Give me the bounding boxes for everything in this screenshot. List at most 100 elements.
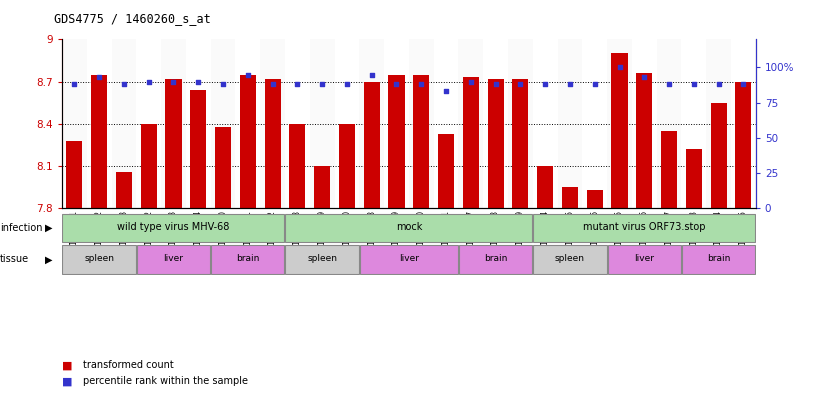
Point (712, 81, 725, 88)
Text: mock: mock (396, 222, 422, 232)
Point (737, 81, 750, 88)
Bar (388, 75, 405, 208)
Bar (657, 39, 681, 208)
Bar (537, 166, 553, 208)
Bar (487, 79, 504, 208)
Bar (508, 39, 533, 208)
Text: mutant virus ORF73.stop: mutant virus ORF73.stop (583, 222, 705, 232)
Text: percentile rank within the sample: percentile rank within the sample (83, 376, 248, 386)
Point (167, 78, 180, 84)
Point (662, 81, 676, 88)
Bar (682, 245, 755, 274)
Point (588, 81, 601, 88)
Point (68, 81, 81, 88)
Bar (608, 245, 681, 274)
Bar (384, 39, 409, 208)
Text: ▶: ▶ (45, 254, 53, 264)
Bar (562, 187, 578, 208)
Text: ▶: ▶ (45, 223, 53, 233)
Point (613, 64, 626, 71)
Bar (310, 39, 335, 208)
Bar (87, 39, 112, 208)
Bar (63, 214, 284, 242)
Text: liver: liver (634, 254, 654, 263)
Bar (611, 53, 628, 208)
Bar (409, 39, 434, 208)
Text: brain: brain (484, 254, 507, 263)
Bar (215, 127, 231, 208)
Bar (632, 39, 657, 208)
Bar (339, 124, 355, 208)
Bar (710, 103, 727, 208)
Bar (434, 39, 458, 208)
Point (266, 81, 279, 88)
Bar (240, 75, 256, 208)
Text: infection: infection (0, 223, 42, 233)
Bar (63, 245, 135, 274)
Text: wild type virus MHV-68: wild type virus MHV-68 (117, 222, 230, 232)
Text: liver: liver (164, 254, 183, 263)
Text: brain: brain (707, 254, 730, 263)
Text: ■: ■ (62, 360, 73, 371)
Bar (661, 131, 677, 208)
Bar (211, 245, 284, 274)
Bar (359, 39, 384, 208)
Bar (286, 245, 358, 274)
Bar (165, 79, 182, 208)
Text: liver: liver (399, 254, 419, 263)
Bar (91, 75, 107, 208)
Bar (235, 39, 260, 208)
Point (464, 78, 477, 84)
Text: brain: brain (236, 254, 259, 263)
Bar (112, 39, 136, 208)
Point (563, 81, 577, 88)
Point (687, 81, 700, 88)
Bar (463, 77, 479, 208)
Point (439, 88, 453, 95)
Bar (582, 39, 607, 208)
Bar (260, 39, 285, 208)
Bar (512, 79, 529, 208)
Text: tissue: tissue (0, 254, 29, 264)
Text: transformed count: transformed count (83, 360, 173, 371)
Bar (731, 39, 756, 208)
Bar (534, 214, 755, 242)
Bar (413, 75, 430, 208)
Point (415, 81, 428, 88)
Bar (706, 39, 731, 208)
Bar (62, 39, 87, 208)
Bar (286, 214, 532, 242)
Point (539, 81, 552, 88)
Bar (116, 172, 132, 208)
Bar (186, 39, 211, 208)
Bar (363, 82, 380, 208)
Bar (335, 39, 359, 208)
Bar (483, 39, 508, 208)
Bar (607, 39, 632, 208)
Point (340, 81, 354, 88)
Bar (586, 190, 603, 208)
Bar (533, 39, 558, 208)
Point (216, 81, 230, 88)
Text: ■: ■ (62, 376, 73, 386)
Bar (686, 149, 702, 208)
Point (365, 72, 378, 78)
Bar (66, 141, 83, 208)
Bar (459, 245, 532, 274)
Point (241, 72, 254, 78)
Bar (314, 166, 330, 208)
Text: spleen: spleen (84, 254, 114, 263)
Point (489, 81, 502, 88)
Bar (137, 245, 210, 274)
Bar (360, 245, 458, 274)
Bar (289, 124, 306, 208)
Point (93, 74, 106, 81)
Bar (285, 39, 310, 208)
Text: spleen: spleen (307, 254, 337, 263)
Bar (534, 245, 606, 274)
Bar (458, 39, 483, 208)
Point (316, 81, 329, 88)
Bar (136, 39, 161, 208)
Point (514, 81, 527, 88)
Bar (438, 134, 454, 208)
